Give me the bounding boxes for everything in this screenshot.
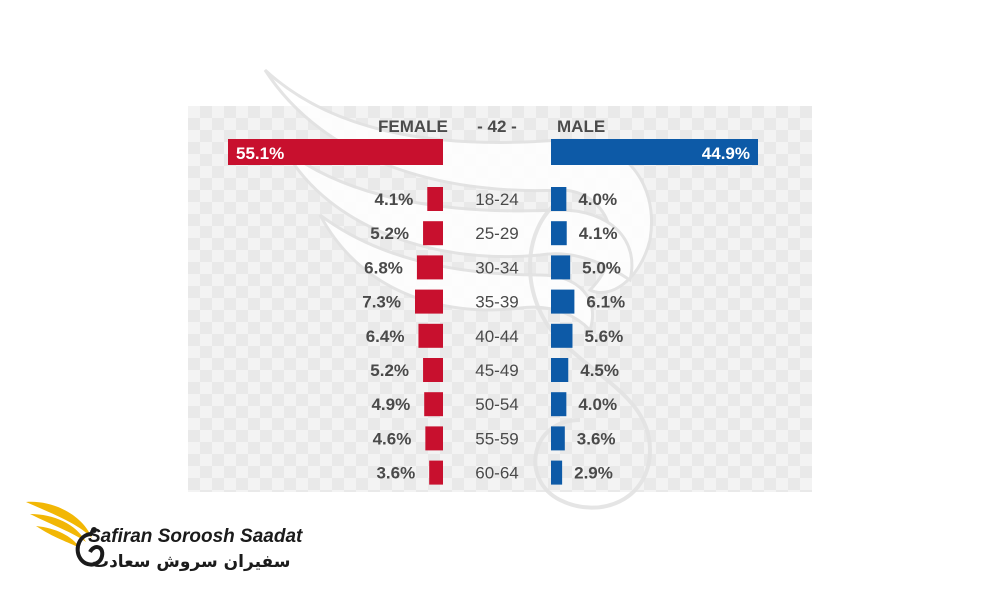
age-group-label: 30-34 [475,258,518,277]
age-group-label: 55-59 [475,429,518,448]
male-bar-18-24 [551,187,567,211]
male-value-label: 2.9% [574,464,613,483]
male-value-label: 5.0% [582,258,621,277]
female-value-label: 5.2% [370,224,409,243]
male-bar-60-64 [551,460,563,485]
age-group-label: 50-54 [475,395,518,414]
age-group-label: 18-24 [475,190,518,209]
female-bar-25-29 [423,221,443,246]
female-total-bar [228,139,443,165]
male-value-label: 6.1% [586,293,625,312]
male-value-label: 5.6% [584,327,623,346]
center-header: - 42 - [477,117,517,136]
male-value-label: 4.0% [578,395,617,414]
male-value-label: 3.6% [577,429,616,448]
age-group-label: 60-64 [475,464,518,483]
female-total-label: 55.1% [236,144,284,163]
female-bar-40-44 [418,323,443,348]
female-bar-18-24 [427,187,443,211]
male-header: MALE [557,117,605,136]
female-bar-50-54 [424,392,443,417]
age-group-label: 35-39 [475,293,518,312]
female-bar-60-64 [429,460,443,485]
male-value-label: 4.1% [579,224,618,243]
age-group-label: 40-44 [475,327,518,346]
male-total-label: 44.9% [702,144,750,163]
male-bar-30-34 [551,255,571,280]
female-bar-45-49 [423,358,443,382]
female-bar-30-34 [416,255,443,280]
female-value-label: 3.6% [376,464,415,483]
brand-logo-icon [26,501,105,567]
female-value-label: 6.8% [364,258,403,277]
age-group-label: 25-29 [475,224,518,243]
female-value-label: 4.1% [375,190,414,209]
male-value-label: 4.5% [580,361,619,380]
female-value-label: 5.2% [370,361,409,380]
male-bar-45-49 [551,358,569,382]
age-group-label: 45-49 [475,361,518,380]
brand-name-english: Safiran Soroosh Saadat [88,526,303,547]
female-bar-35-39 [415,289,443,314]
female-value-label: 4.9% [371,395,410,414]
male-bar-55-59 [551,426,565,451]
male-bar-40-44 [551,323,573,348]
male-bar-50-54 [551,392,567,417]
male-value-label: 4.0% [578,190,617,209]
female-bar-55-59 [425,426,443,451]
male-bar-25-29 [551,221,567,246]
female-value-label: 7.3% [362,293,401,312]
female-header: FEMALE [378,117,448,136]
male-bar-35-39 [551,289,575,314]
male-total-bar [551,139,758,165]
brand-name-persian: سفیران سروش سعادت [92,552,291,572]
female-value-label: 6.4% [366,327,405,346]
female-value-label: 4.6% [373,429,412,448]
